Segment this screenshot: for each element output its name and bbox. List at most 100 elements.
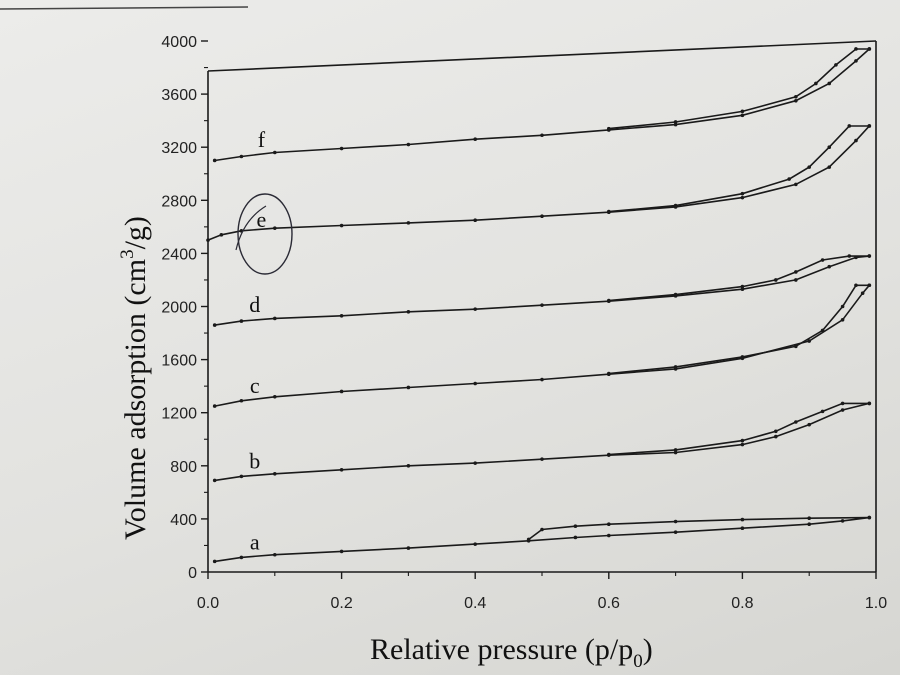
series-b-desorption-line: [608, 402, 870, 456]
series-c-point: [820, 328, 825, 333]
series-b-point: [607, 452, 611, 457]
series-a-point: [807, 516, 811, 521]
series-a-point: [212, 559, 217, 564]
series-e-point: [206, 238, 210, 242]
series-f-point: [834, 63, 838, 67]
series-f-point: [854, 47, 858, 51]
series-a-point: [526, 537, 531, 542]
series-f-point: [673, 120, 678, 124]
series-d-point: [794, 270, 798, 274]
y-tick-label: 800: [170, 459, 197, 476]
series-f-adsorption-line: [214, 48, 870, 162]
y-axis-title: Volume adsorption (cm3/g): [117, 216, 152, 540]
series-a-point: [807, 522, 811, 527]
series-d-desorption-line: [608, 255, 870, 302]
x-tick-label: 0.6: [598, 595, 620, 612]
series-e-point: [867, 124, 872, 128]
series-a-point: [740, 526, 745, 530]
series-d-point: [406, 310, 411, 314]
axis-ticks: 0 400 800 1200 1600 2000 2400 2800 3200 3600 4000 0…: [161, 34, 887, 612]
series-c-point: [339, 389, 344, 394]
series-b-point: [406, 464, 411, 468]
series-e-point: [540, 214, 544, 219]
series-a-point: [339, 549, 344, 554]
series-f-point: [540, 133, 544, 138]
series-c-point: [239, 398, 244, 403]
series-b-point: [212, 478, 217, 483]
series-b-point: [774, 429, 778, 434]
series-e-point: [219, 233, 224, 237]
series-b-point: [820, 409, 825, 414]
series-d-point: [794, 278, 798, 282]
series-e-point: [740, 195, 745, 200]
series-e-point: [607, 209, 611, 214]
series-a-point: [239, 555, 244, 560]
series-c-point: [807, 339, 811, 343]
series-f-point: [607, 126, 611, 131]
series-a-adsorption-line: [214, 516, 870, 563]
curve-label-d: d: [249, 292, 260, 317]
series-c-point: [840, 304, 845, 309]
series-f-point: [673, 122, 678, 127]
series-b-point: [807, 422, 811, 427]
series-f-point: [827, 81, 832, 86]
series-c-desorption-line: [608, 284, 870, 375]
y-tick-label: 2000: [161, 300, 197, 317]
series-e-point: [406, 221, 411, 225]
series-d-point: [540, 303, 544, 307]
series-f-point: [794, 98, 798, 103]
y-tick-label: 3600: [161, 87, 197, 104]
series-c-point: [860, 291, 865, 296]
curve-labels: a b c d e f: [249, 127, 266, 554]
series-e-point: [787, 177, 791, 181]
curve-label-a: a: [250, 529, 260, 554]
series-a-point: [573, 535, 578, 540]
series-f-point: [854, 59, 858, 63]
series-f-point: [867, 47, 872, 51]
curve-label-c: c: [250, 373, 260, 398]
series-d-point: [607, 298, 611, 303]
series-f-point: [212, 158, 217, 163]
series-d-point: [339, 313, 344, 318]
x-tick-label: 0.2: [330, 595, 352, 612]
series-c-point: [273, 394, 277, 399]
series-d-point: [827, 264, 832, 269]
series-group: [206, 47, 872, 564]
series-c-point: [212, 404, 217, 408]
series-f-desorption-line: [608, 48, 870, 130]
series-b-point: [740, 442, 745, 447]
series-f-point: [273, 150, 277, 155]
x-tick-label: 1.0: [865, 595, 887, 612]
y-tick-label: 400: [170, 512, 197, 529]
series-e-point: [673, 203, 678, 208]
series-e-point: [807, 165, 811, 169]
series-c-point: [406, 385, 411, 390]
series-c-point: [840, 317, 845, 322]
series-c-point: [473, 381, 478, 386]
series-b-point: [540, 457, 544, 461]
series-b-point: [840, 401, 845, 406]
series-b-point: [339, 467, 344, 472]
series-c-point: [794, 344, 798, 349]
series-d-point: [673, 292, 678, 297]
series-d-point: [740, 284, 745, 289]
curve-label-e: e: [257, 207, 267, 232]
series-f-point: [814, 81, 818, 86]
series-e-point: [827, 145, 832, 149]
series-b-point: [840, 408, 845, 412]
series-a-point: [867, 515, 872, 520]
series-f-point: [740, 113, 745, 118]
series-f-point: [794, 94, 798, 99]
series-a-point: [473, 542, 478, 546]
series-b-point: [673, 448, 678, 452]
series-a-point: [540, 527, 544, 532]
series-b-adsorption-line: [214, 402, 870, 482]
series-c-point: [673, 365, 678, 369]
series-d-point: [212, 323, 217, 327]
series-e-point: [854, 138, 858, 143]
series-d-point: [820, 258, 825, 262]
series-d-point: [239, 319, 244, 323]
series-a-desorption-line: [528, 516, 870, 541]
series-a-point: [673, 519, 678, 524]
hand-drawn-circle: [237, 193, 293, 275]
